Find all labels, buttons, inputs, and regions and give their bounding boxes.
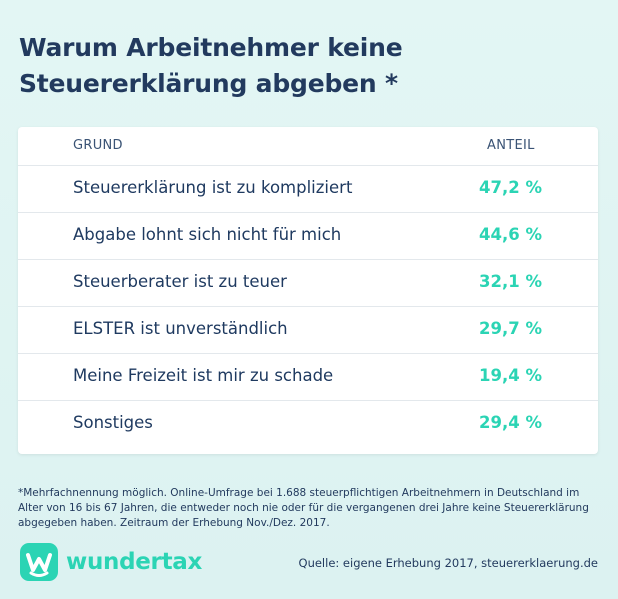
title-line-2: Steuererklärung abgeben * (19, 69, 398, 98)
table-row: ELSTER ist unverständlich 29,7 % (18, 306, 598, 353)
page-title: Warum Arbeitnehmer keine Steuererklärung… (19, 30, 599, 102)
row-reason: Abgabe lohnt sich nicht für mich (73, 225, 342, 244)
row-value: 29,7 % (479, 319, 542, 338)
row-reason: Sonstiges (73, 413, 153, 432)
brand-logo: wundertax (20, 542, 202, 582)
table-row: Steuererklärung ist zu kompliziert 47,2 % (18, 165, 598, 212)
row-value: 32,1 % (479, 272, 542, 291)
brand-name: wundertax (66, 549, 203, 575)
row-value: 29,4 % (479, 413, 542, 432)
column-header-grund: GRUND (73, 138, 123, 153)
title-line-1: Warum Arbeitnehmer keine (19, 33, 403, 62)
row-reason: ELSTER ist unverständlich (73, 319, 288, 338)
row-reason: Meine Freizeit ist mir zu schade (73, 366, 334, 385)
table-body: Steuererklärung ist zu kompliziert 47,2 %… (18, 165, 598, 447)
source-credit: Quelle: eigene Erhebung 2017, steuererkl… (298, 556, 598, 570)
table-row: Sonstiges 29,4 % (18, 400, 598, 447)
table-row: Meine Freizeit ist mir zu schade 19,4 % (18, 353, 598, 400)
data-table: GRUND ANTEIL Steuererklärung ist zu komp… (18, 127, 598, 454)
table-row: Abgabe lohnt sich nicht für mich 44,6 % (18, 212, 598, 259)
table-header: GRUND ANTEIL (18, 127, 598, 165)
wundertax-logo-icon (20, 543, 58, 581)
column-header-anteil: ANTEIL (487, 138, 535, 153)
table-row: Steuerberater ist zu teuer 32,1 % (18, 259, 598, 306)
footnote: *Mehrfachnennung möglich. Online-Umfrage… (18, 487, 589, 529)
row-value: 47,2 % (479, 178, 542, 197)
row-reason: Steuererklärung ist zu kompliziert (73, 178, 353, 197)
row-value: 19,4 % (479, 366, 542, 385)
row-value: 44,6 % (479, 225, 542, 244)
row-reason: Steuerberater ist zu teuer (73, 272, 287, 291)
